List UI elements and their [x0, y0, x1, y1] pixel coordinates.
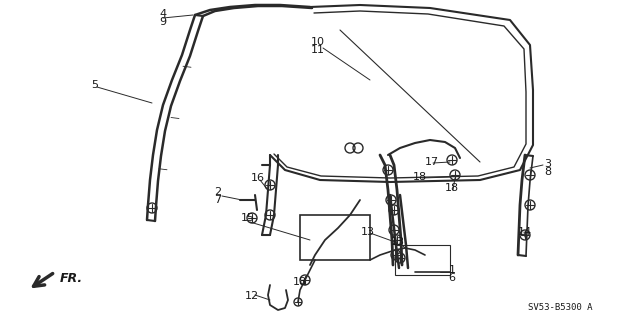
Text: 14: 14: [518, 227, 532, 237]
Text: 11: 11: [311, 45, 325, 55]
Text: 15: 15: [241, 213, 255, 223]
Bar: [300, 215, 370, 260]
Bar: [395, 245, 450, 275]
Text: SV53-B5300 A: SV53-B5300 A: [528, 303, 592, 313]
Text: 9: 9: [159, 17, 166, 27]
Text: 16: 16: [251, 173, 265, 183]
Text: 10: 10: [311, 37, 325, 47]
Text: 7: 7: [214, 195, 221, 205]
Text: 18: 18: [413, 172, 427, 182]
Text: 13: 13: [361, 227, 375, 237]
Text: 6: 6: [449, 273, 456, 283]
Text: 13: 13: [391, 237, 405, 247]
Text: 18: 18: [445, 183, 459, 193]
Text: 18: 18: [293, 277, 307, 287]
Text: 12: 12: [245, 291, 259, 301]
Text: 5: 5: [92, 80, 99, 90]
Text: 3: 3: [545, 159, 552, 169]
Text: 4: 4: [159, 9, 166, 19]
Text: 17: 17: [425, 157, 439, 167]
Text: 8: 8: [545, 167, 552, 177]
Text: FR.: FR.: [60, 271, 83, 285]
Text: 1: 1: [449, 265, 456, 275]
Text: 2: 2: [214, 187, 221, 197]
